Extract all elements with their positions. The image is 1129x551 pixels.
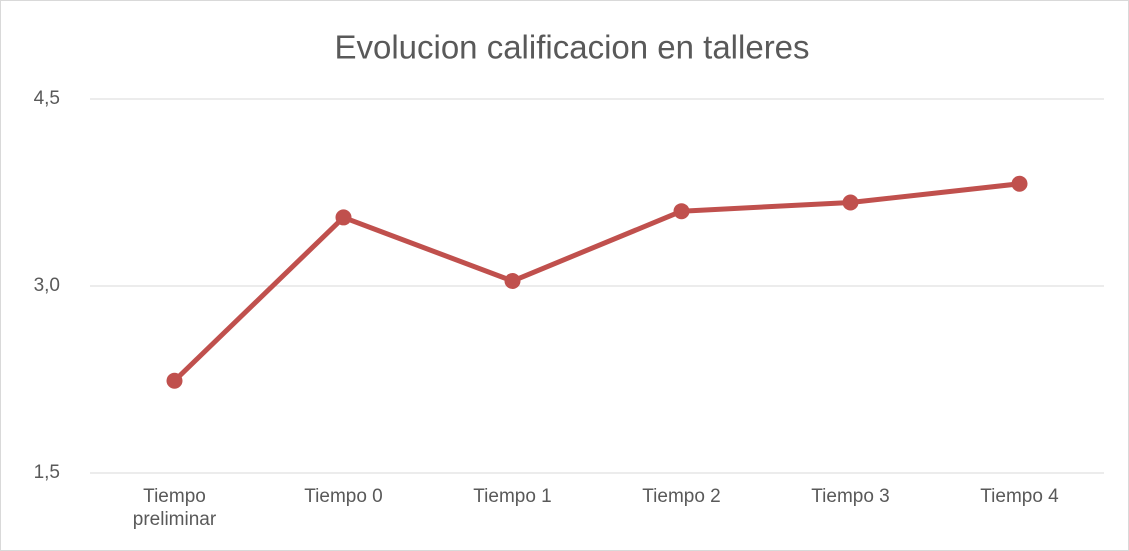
point <box>504 273 521 290</box>
line <box>172 181 1020 383</box>
point <box>335 209 352 226</box>
x-tick-label: Tiempo 0 <box>304 486 383 507</box>
x-tick-label-box: Tiempo 1 <box>473 486 552 507</box>
x-tick-label-box: Tiempo 3 <box>811 486 890 507</box>
y-tick-label: 3,0 <box>34 275 60 296</box>
x-tick-label-box: Tiempo 2 <box>642 486 721 507</box>
x-tick-label: Tiempo 3 <box>811 486 890 507</box>
y-tick-label: 1,5 <box>34 462 60 483</box>
point <box>1011 175 1028 192</box>
x-tick-label-box: Tiempo preliminar <box>132 486 217 530</box>
x-tick-label: Tiempo 2 <box>642 486 721 507</box>
chart-title: Evolucion calificacion en talleres <box>334 29 809 66</box>
x-tick-label-box: Tiempo 0 <box>304 486 383 507</box>
x-tick-label-box: Tiempo 4 <box>980 486 1059 507</box>
y-tick-label: 4,5 <box>34 88 60 109</box>
point <box>842 194 859 211</box>
x-tick-label: Tiempo preliminar <box>132 486 217 530</box>
x-tick-label: Tiempo 4 <box>980 486 1059 507</box>
x-tick-label: Tiempo 1 <box>473 486 552 507</box>
point <box>166 372 183 389</box>
point <box>673 203 690 220</box>
